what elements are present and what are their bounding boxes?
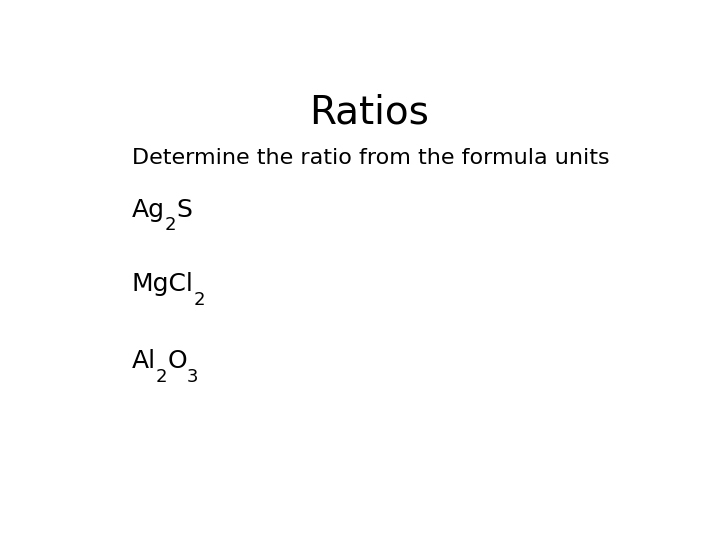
Text: Al: Al xyxy=(132,349,156,373)
Text: 2: 2 xyxy=(194,291,205,309)
Text: S: S xyxy=(176,198,192,221)
Text: O: O xyxy=(168,349,187,373)
Text: Ratios: Ratios xyxy=(309,94,429,132)
Text: MgCl: MgCl xyxy=(132,272,194,296)
Text: 2: 2 xyxy=(165,216,176,234)
Text: Determine the ratio from the formula units: Determine the ratio from the formula uni… xyxy=(132,148,609,168)
Text: Ag: Ag xyxy=(132,198,165,221)
Text: 2: 2 xyxy=(156,368,168,386)
Text: 3: 3 xyxy=(187,368,199,386)
